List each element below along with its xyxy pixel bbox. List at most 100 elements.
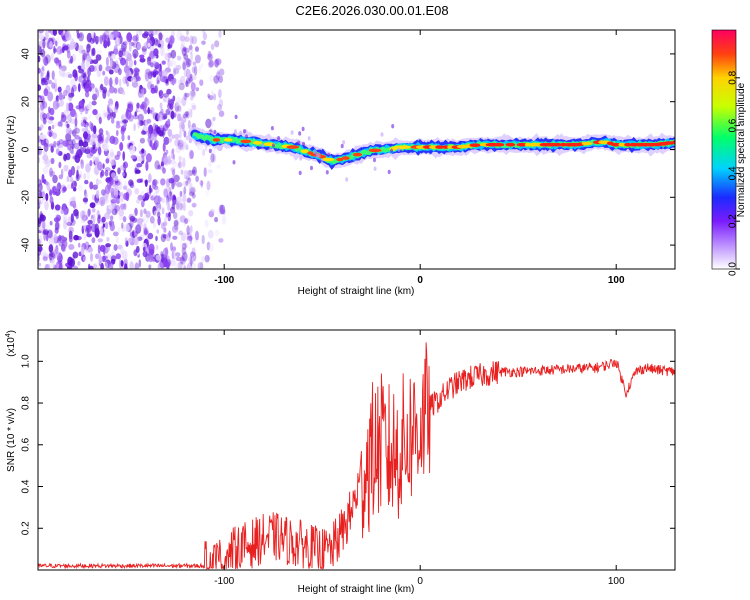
noise-speck: [162, 96, 168, 103]
noise-speck: [185, 180, 189, 186]
noise-speck: [174, 101, 180, 112]
noise-speck: [170, 78, 177, 85]
noise-speck: [195, 46, 199, 52]
noise-speck: [172, 250, 177, 261]
noise-speck: [136, 178, 143, 183]
noise-speck: [182, 251, 188, 262]
noise-speck: [180, 255, 184, 265]
noise-speck: [110, 60, 113, 68]
noise-speck: [179, 32, 186, 42]
noise-speck: [207, 93, 210, 99]
colorbar-tick-label: 0.2: [728, 214, 739, 228]
noise-speck: [118, 50, 123, 58]
noise-speck: [51, 70, 55, 80]
noise-speck: [49, 220, 53, 226]
noise-speck: [109, 222, 115, 232]
noise-speck: [106, 237, 110, 242]
noise-speck: [104, 212, 110, 220]
noise-speck: [117, 227, 121, 234]
noise-speck: [192, 169, 196, 174]
noise-speck: [179, 256, 185, 265]
noise-speck: [179, 75, 186, 85]
noise-speck: [99, 196, 106, 207]
noise-speck: [118, 209, 125, 217]
noise-speck: [185, 80, 188, 87]
noise-speck: [195, 87, 199, 92]
noise-speck: [92, 109, 98, 116]
snr-scale-label: (x104): [5, 330, 17, 357]
noise-speck: [150, 84, 155, 90]
noise-speck: [117, 167, 121, 175]
noise-speck: [183, 58, 188, 66]
noise-speck: [162, 167, 166, 174]
noise-speck: [373, 157, 376, 163]
noise-speck: [183, 170, 188, 180]
noise-speck: [62, 140, 69, 147]
noise-speck: [110, 179, 117, 187]
noise-speck: [136, 76, 141, 82]
noise-speck: [277, 136, 281, 141]
noise-speck: [186, 225, 190, 235]
noise-speck: [80, 159, 84, 170]
noise-speck: [168, 138, 172, 144]
noise-speck: [188, 44, 193, 51]
noise-speck: [77, 184, 83, 192]
ridge-peak: [321, 157, 335, 162]
noise-speck: [42, 113, 48, 120]
noise-speck: [100, 83, 104, 91]
chart-title: C2E6.2026.030.00.01.E08: [295, 3, 448, 18]
noise-speck: [46, 112, 50, 120]
noise-speck: [315, 153, 319, 158]
noise-speck: [180, 122, 185, 130]
noise-speck: [170, 167, 176, 172]
noise-speck: [164, 261, 171, 268]
noise-speck: [80, 210, 85, 219]
noise-speck: [42, 38, 46, 49]
noise-speck: [135, 70, 138, 77]
noise-speck: [141, 130, 146, 135]
noise-speck: [185, 175, 190, 181]
noise-speck: [173, 220, 179, 231]
noise-speck: [160, 46, 165, 57]
noise-speck: [185, 68, 191, 79]
noise-speck: [44, 200, 49, 211]
noise-speck: [172, 161, 178, 168]
noise-speck: [135, 199, 141, 204]
snr-scale: (x104): [5, 330, 17, 357]
noise-speck: [78, 68, 85, 74]
noise-speck: [129, 215, 136, 222]
noise-speck: [52, 174, 58, 184]
noise-speck: [91, 237, 96, 244]
noise-speck: [109, 77, 113, 88]
noise-speck: [176, 30, 183, 41]
noise-speck: [86, 172, 91, 180]
noise-speck: [160, 233, 167, 243]
noise-speck: [115, 253, 122, 260]
noise-speck: [106, 131, 110, 141]
noise-speck: [297, 140, 301, 145]
noise-speck: [191, 66, 196, 74]
noise-speck: [216, 164, 222, 169]
noise-speck: [188, 181, 192, 192]
noise-speck: [182, 138, 187, 145]
noise-speck: [208, 148, 212, 154]
noise-speck: [42, 166, 49, 175]
noise-speck: [148, 254, 154, 263]
noise-speck: [52, 30, 58, 36]
noise-speck: [170, 259, 176, 266]
noise-speck: [63, 164, 69, 172]
noise-speck: [176, 55, 182, 61]
noise-speck: [122, 76, 128, 85]
noise-speck: [390, 148, 393, 153]
noise-speck: [155, 126, 161, 134]
noise-speck: [182, 46, 187, 52]
noise-speck: [91, 207, 96, 213]
noise-speck: [141, 45, 147, 52]
noise-speck: [109, 187, 114, 193]
noise-speck: [108, 263, 114, 269]
noise-speck: [154, 62, 160, 70]
noise-speck: [153, 221, 156, 229]
noise-speck: [218, 88, 222, 99]
noise-speck: [207, 53, 213, 61]
